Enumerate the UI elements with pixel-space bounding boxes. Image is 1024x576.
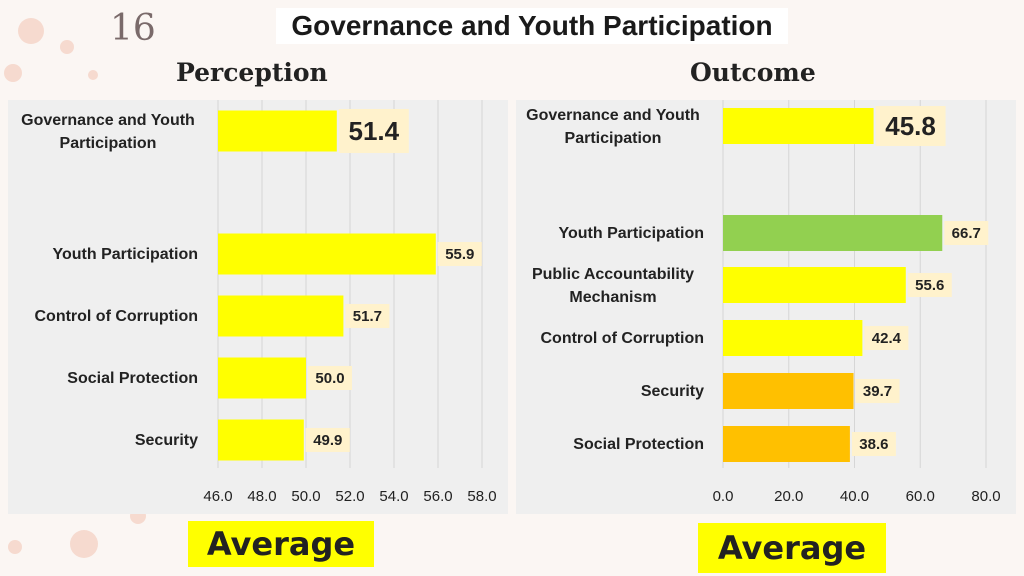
outcome-bar	[723, 426, 850, 462]
perception-category-label: Youth Participation	[53, 246, 198, 263]
outcome-data-label: 66.7	[952, 225, 981, 242]
outcome-category-label-line: Participation	[565, 130, 662, 147]
perception-heading: Perception	[176, 58, 328, 87]
outcome-tick-label: 60.0	[906, 488, 935, 505]
perception-bar	[218, 110, 337, 152]
perception-tick-label: 54.0	[379, 488, 408, 505]
outcome-data-label-bg	[855, 379, 900, 403]
outcome-category-label: Public Accountability Mechanism	[532, 266, 694, 306]
perception-data-label-bg	[437, 242, 482, 266]
outcome-category-label-line: Public Accountability	[532, 266, 694, 283]
perception-bar	[218, 295, 344, 337]
outcome-category-label: Governance and Youth Participation	[526, 107, 700, 147]
decorative-dot	[8, 540, 22, 554]
outcome-category-label: Social Protection	[573, 436, 704, 453]
decorative-dot	[18, 18, 44, 44]
perception-data-label: 50.0	[315, 370, 344, 387]
outcome-data-label-bg	[875, 106, 946, 146]
perception-data-label: 51.7	[353, 308, 382, 325]
outcome-bar	[723, 373, 854, 409]
outcome-bar	[723, 320, 863, 356]
perception-data-label: 51.4	[348, 116, 399, 146]
perception-bar	[218, 233, 436, 275]
perception-tick-label: 46.0	[203, 488, 232, 505]
perception-data-label-bg	[305, 428, 350, 452]
perception-data-label-bg	[338, 109, 409, 153]
outcome-heading: Outcome	[690, 58, 816, 87]
outcome-category-label: Youth Participation	[559, 225, 704, 242]
outcome-data-label: 38.6	[859, 436, 888, 453]
outcome-data-label-bg	[864, 326, 909, 350]
perception-tick-label: 50.0	[291, 488, 320, 505]
outcome-category-label-line: Mechanism	[569, 289, 656, 306]
slide-number: 16	[110, 8, 156, 49]
outcome-bar	[723, 267, 906, 303]
outcome-data-label: 42.4	[872, 330, 902, 347]
decorative-dot	[60, 40, 74, 54]
perception-category-label: Control of Corruption	[34, 308, 198, 325]
perception-tick-label: 52.0	[335, 488, 364, 505]
perception-tick-label: 48.0	[247, 488, 276, 505]
outcome-category-label: Control of Corruption	[540, 330, 704, 347]
outcome-data-label-bg	[944, 221, 989, 245]
perception-bar	[218, 357, 306, 399]
perception-tick-label: 58.0	[467, 488, 496, 505]
perception-tick-label: 56.0	[423, 488, 452, 505]
outcome-tick-label: 20.0	[774, 488, 803, 505]
decorative-dot	[88, 70, 98, 80]
perception-category-label: Security	[135, 432, 198, 449]
perception-bar	[218, 419, 304, 461]
perception-data-label-bg	[308, 366, 352, 390]
perception-data-label: 49.9	[313, 432, 342, 449]
outcome-category-label: Security	[641, 383, 704, 400]
outcome-tick-label: 40.0	[840, 488, 869, 505]
slide-title: Governance and Youth Participation	[276, 8, 788, 44]
outcome-data-label: 39.7	[863, 383, 892, 400]
outcome-category-label-line: Governance and Youth	[526, 107, 700, 124]
outcome-bar	[723, 215, 943, 251]
perception-data-label: 55.9	[445, 246, 474, 263]
perception-category-label-line: Participation	[60, 135, 157, 152]
decorative-dot	[4, 64, 22, 82]
outcome-data-label-bg	[851, 432, 896, 456]
outcome-data-label: 45.8	[885, 111, 936, 141]
outcome-data-label: 55.6	[915, 277, 944, 294]
decorative-dot	[70, 530, 98, 558]
outcome-bar	[723, 108, 874, 144]
perception-data-label-bg	[345, 304, 390, 328]
outcome-average-badge: Average	[698, 523, 886, 573]
perception-average-badge: Average	[188, 521, 374, 567]
perception-category-label-line: Governance and Youth	[21, 112, 195, 129]
outcome-tick-label: 0.0	[713, 488, 734, 505]
outcome-data-label-bg	[907, 273, 952, 297]
perception-category-label: Social Protection	[67, 370, 198, 387]
outcome-tick-label: 80.0	[971, 488, 1000, 505]
perception-category-label: Governance and Youth Participation	[21, 112, 195, 152]
